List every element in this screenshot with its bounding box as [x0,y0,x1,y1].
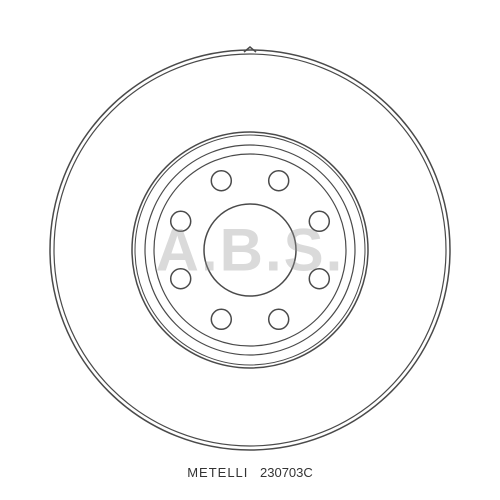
brand-name: METELLI [187,465,248,480]
disc-svg [45,45,455,455]
part-number: 230703C [260,465,313,480]
brake-disc-diagram: A.B.S. [0,0,500,500]
product-label: METELLI 230703C [187,465,313,480]
